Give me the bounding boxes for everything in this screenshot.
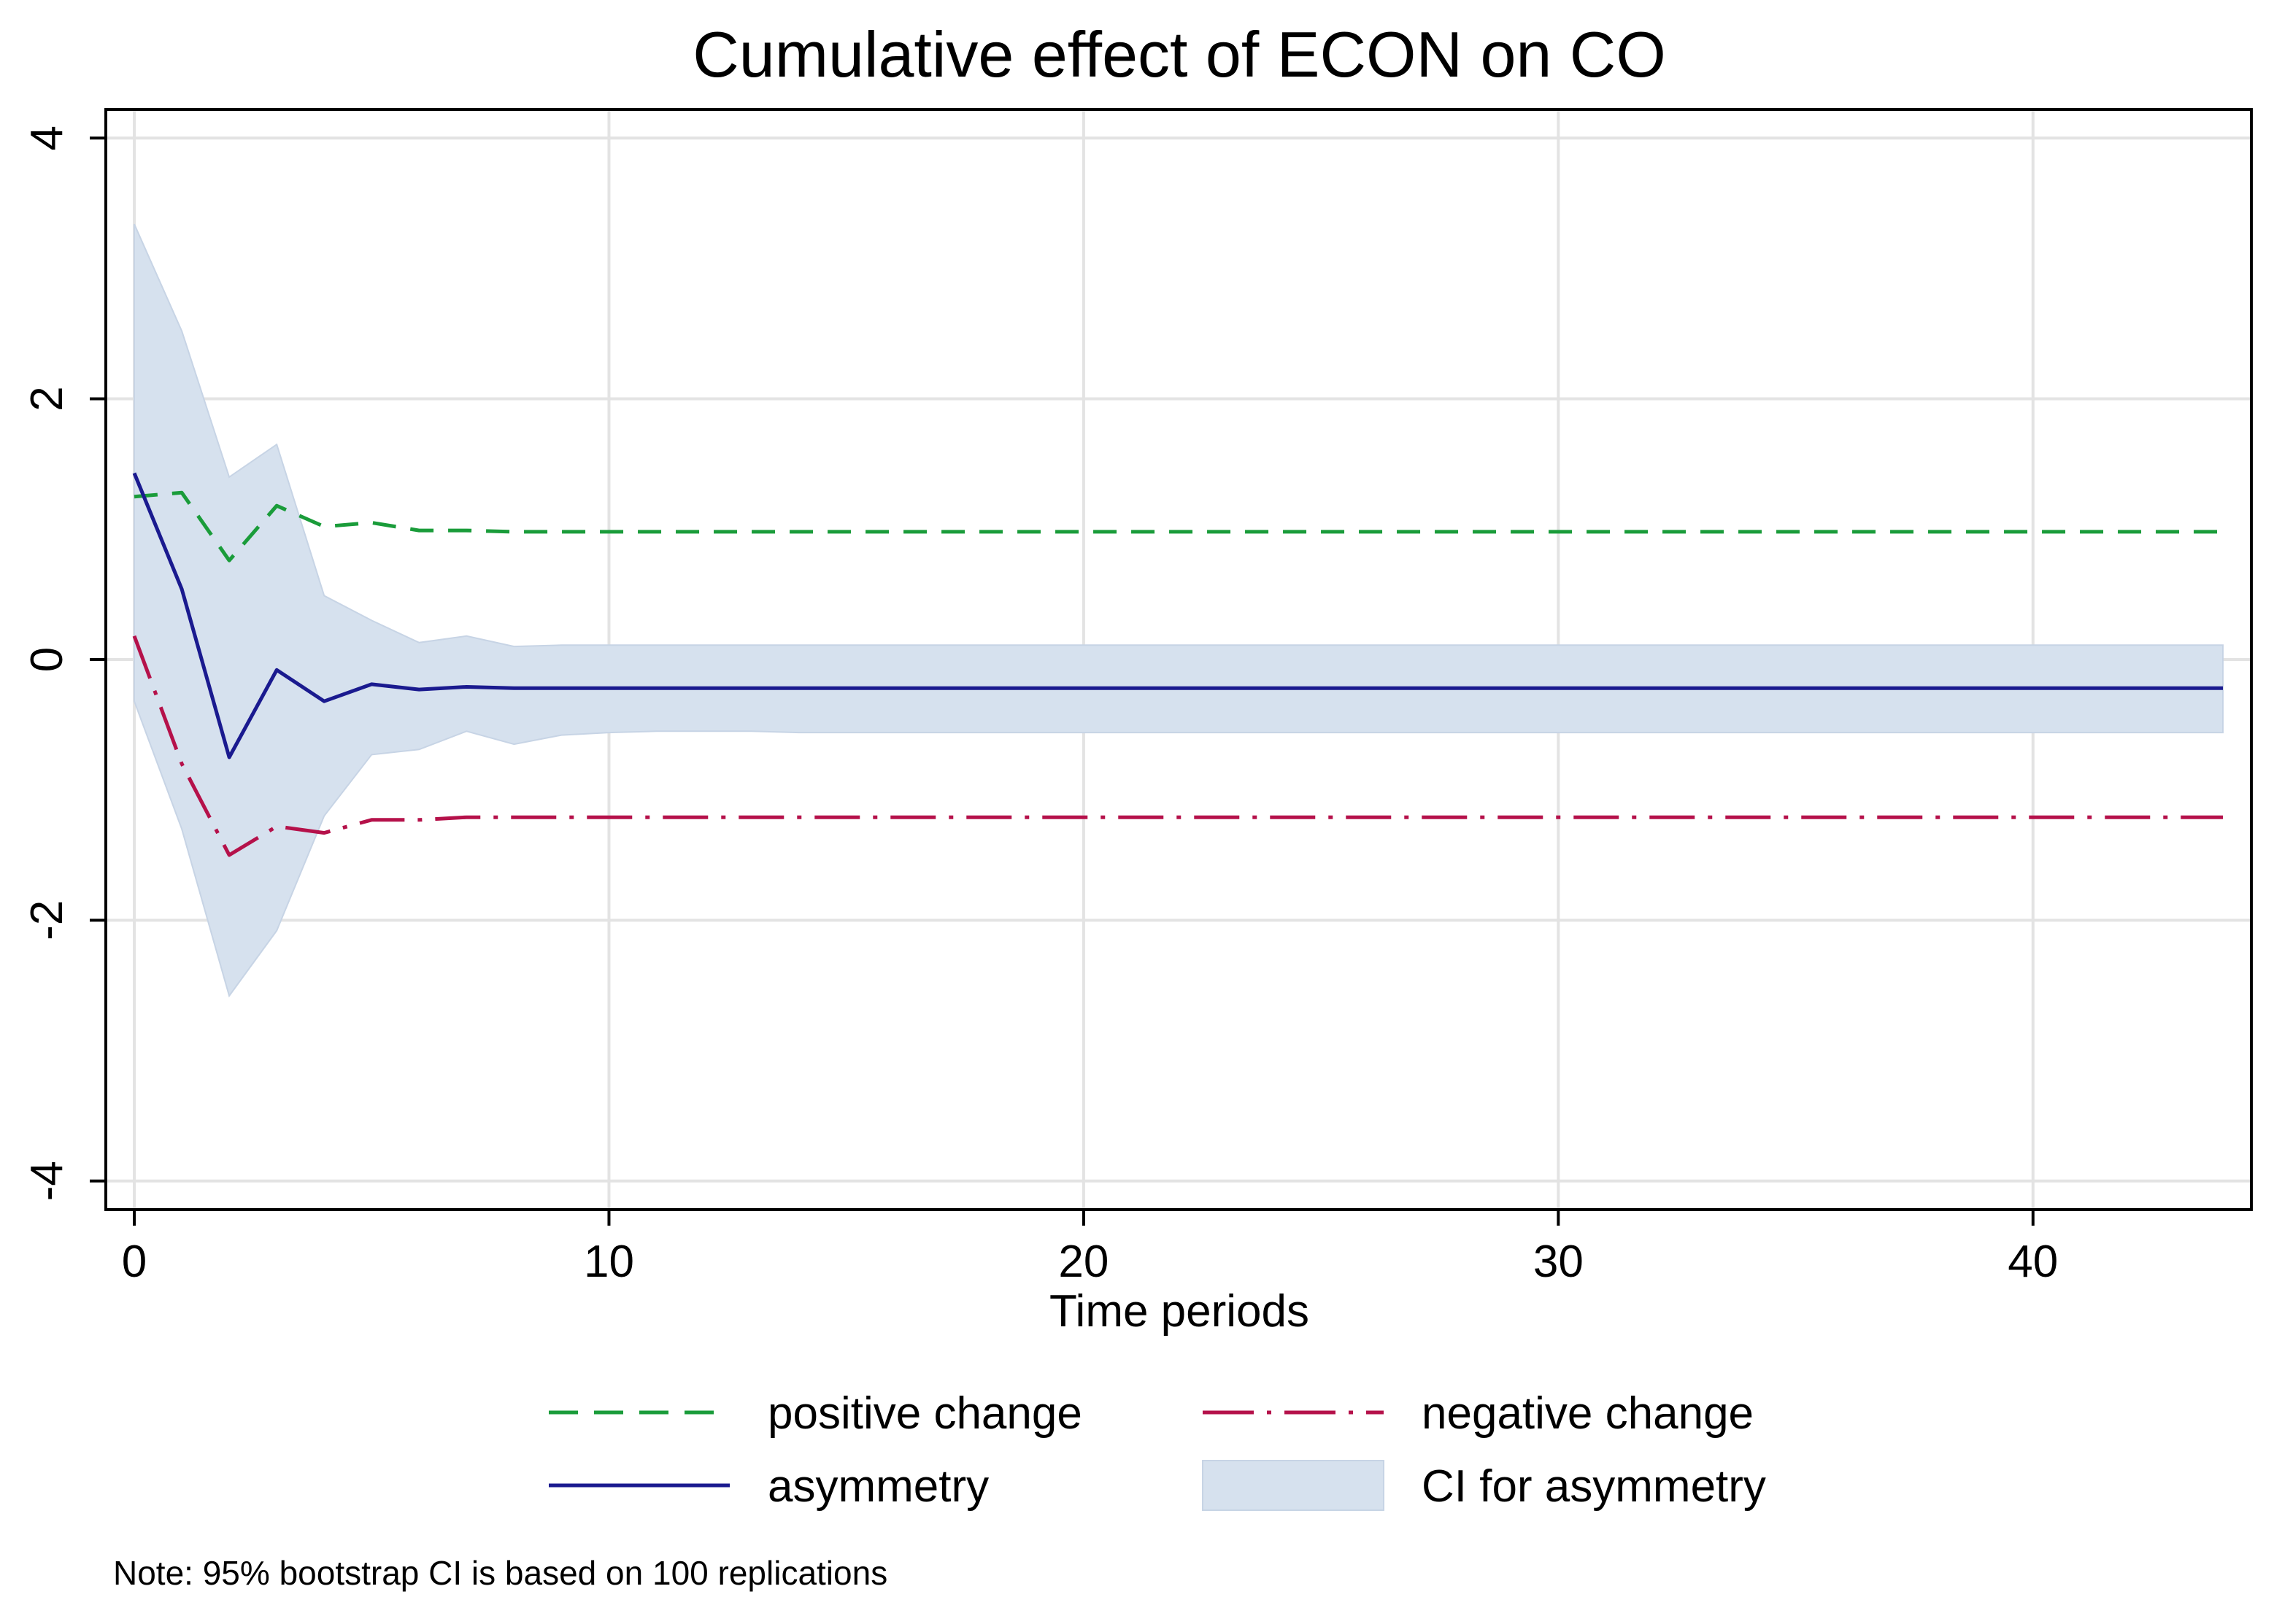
y-tick-label: 0 bbox=[22, 647, 72, 672]
y-axis: -4 -2 0 2 4 bbox=[22, 125, 106, 1201]
legend-label-positive-change: positive change bbox=[768, 1388, 1082, 1439]
ci-band bbox=[134, 223, 2224, 998]
series-line-asymmetry bbox=[132, 472, 2223, 759]
legend-label-ci: CI for asymmetry bbox=[1422, 1461, 1766, 1512]
chart-title: Cumulative effect of ECON on CO bbox=[693, 18, 1666, 90]
series-line-negative-change bbox=[132, 635, 2223, 857]
x-tick-label: 40 bbox=[2008, 1237, 2058, 1287]
x-tick-label: 10 bbox=[584, 1237, 634, 1287]
chart-note: Note: 95% bootstrap CI is based on 100 r… bbox=[113, 1554, 887, 1592]
y-tick-label: -2 bbox=[22, 900, 72, 940]
series-layer bbox=[132, 472, 2223, 857]
legend-label-negative-change: negative change bbox=[1422, 1388, 1754, 1439]
y-tick-label: 2 bbox=[22, 386, 72, 411]
y-tick-label: -4 bbox=[22, 1161, 72, 1201]
x-axis-title: Time periods bbox=[1049, 1286, 1309, 1337]
legend-swatch-ci bbox=[1202, 1460, 1384, 1511]
x-tick-label: 0 bbox=[122, 1237, 147, 1287]
x-axis: 0 10 20 30 40 bbox=[122, 1210, 2058, 1287]
ci-band-layer bbox=[134, 223, 2224, 998]
x-tick-label: 30 bbox=[1533, 1237, 1584, 1287]
legend: positive change negative change asymmetr… bbox=[549, 1388, 1766, 1512]
series-line-positive-change bbox=[134, 490, 2223, 562]
y-tick-label: 4 bbox=[22, 125, 72, 150]
legend-label-asymmetry: asymmetry bbox=[768, 1461, 989, 1512]
x-tick-label: 20 bbox=[1058, 1237, 1109, 1287]
